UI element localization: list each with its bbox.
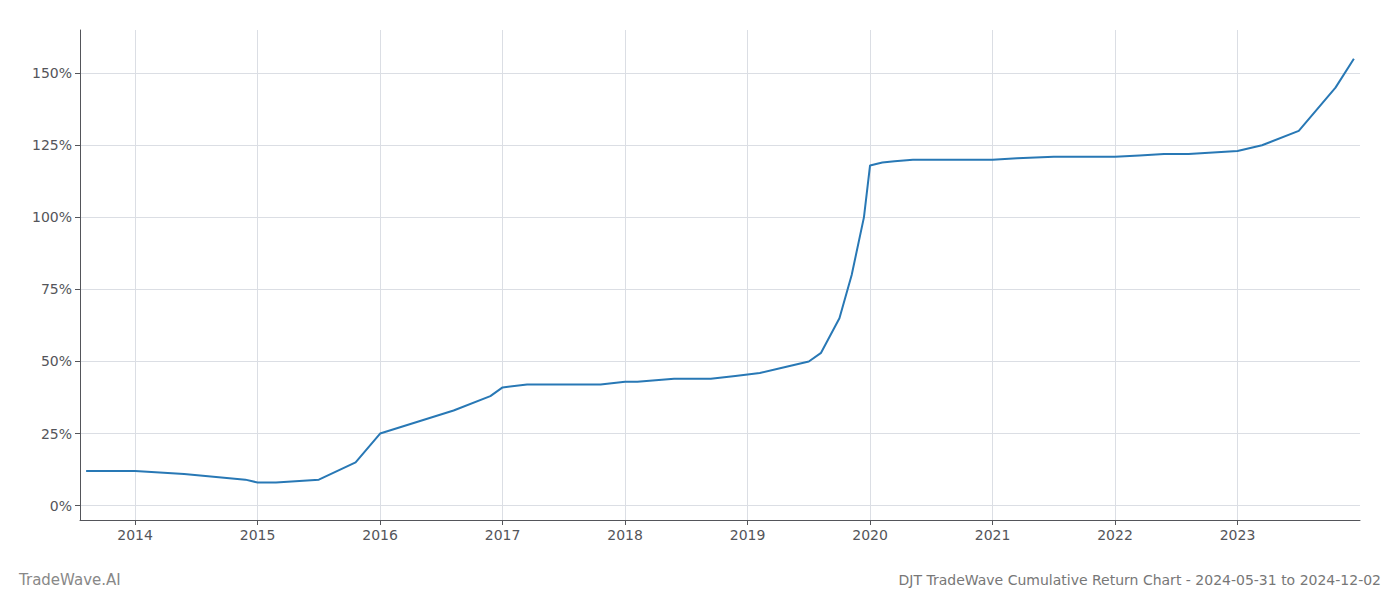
svg-text:2022: 2022 xyxy=(1097,527,1133,543)
svg-text:2015: 2015 xyxy=(240,527,276,543)
svg-text:125%: 125% xyxy=(32,137,72,153)
svg-text:50%: 50% xyxy=(41,353,72,369)
svg-text:DJT TradeWave Cumulative Retur: DJT TradeWave Cumulative Return Chart - … xyxy=(899,572,1381,588)
svg-text:2016: 2016 xyxy=(362,527,398,543)
svg-text:150%: 150% xyxy=(32,65,72,81)
svg-text:2019: 2019 xyxy=(730,527,766,543)
svg-text:TradeWave.AI: TradeWave.AI xyxy=(18,571,121,589)
svg-text:2017: 2017 xyxy=(485,527,521,543)
svg-text:2020: 2020 xyxy=(852,527,888,543)
svg-text:100%: 100% xyxy=(32,209,72,225)
svg-text:75%: 75% xyxy=(41,281,72,297)
svg-text:25%: 25% xyxy=(41,426,72,442)
svg-text:2023: 2023 xyxy=(1220,527,1256,543)
svg-text:2021: 2021 xyxy=(975,527,1011,543)
svg-text:2018: 2018 xyxy=(607,527,643,543)
svg-text:2014: 2014 xyxy=(117,527,153,543)
svg-text:0%: 0% xyxy=(50,498,72,514)
